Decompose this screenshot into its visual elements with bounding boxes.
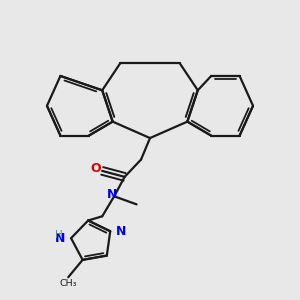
Text: N: N xyxy=(55,232,66,245)
Text: CH₃: CH₃ xyxy=(59,279,77,288)
Text: H: H xyxy=(55,230,62,240)
Text: O: O xyxy=(90,162,101,175)
Text: N: N xyxy=(106,188,117,201)
Text: N: N xyxy=(116,225,126,238)
